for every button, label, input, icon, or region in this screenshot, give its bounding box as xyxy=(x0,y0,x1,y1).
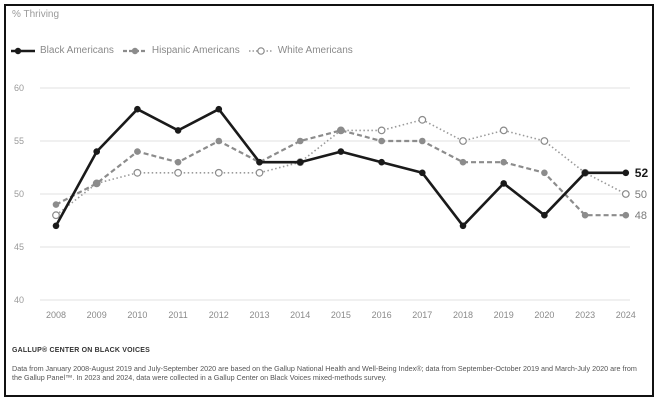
legend-label-white: White Americans xyxy=(277,45,353,56)
data-point xyxy=(337,148,345,155)
y-tick-label: 50 xyxy=(14,189,24,199)
data-point xyxy=(419,137,426,145)
data-point xyxy=(52,201,60,208)
legend-swatch-hispanic xyxy=(122,47,147,54)
data-point xyxy=(418,115,427,124)
data-point xyxy=(134,148,141,155)
y-tick-label: 40 xyxy=(14,295,24,305)
series-line-hispanic-americans xyxy=(55,129,626,217)
x-tick-label: 2024 xyxy=(616,310,636,320)
x-tick-label: 2020 xyxy=(534,310,554,320)
data-point xyxy=(378,158,385,166)
data-point xyxy=(52,222,60,230)
data-point xyxy=(378,137,385,145)
data-point xyxy=(419,169,426,177)
legend-item-white: White Americans xyxy=(248,45,353,56)
data-point xyxy=(174,127,182,134)
data-point xyxy=(52,211,60,220)
y-tick-label: 45 xyxy=(14,242,24,252)
chart-legend: Black Americans Hispanic Americans White… xyxy=(10,45,361,56)
data-point xyxy=(499,126,508,135)
data-point xyxy=(214,168,223,177)
x-tick-label: 2013 xyxy=(249,310,269,320)
data-point xyxy=(256,158,263,166)
data-point xyxy=(622,211,630,219)
end-value-label: 48 xyxy=(635,210,647,222)
data-point xyxy=(541,169,548,177)
y-tick-label: 55 xyxy=(14,136,24,146)
x-tick-label: 2019 xyxy=(494,310,514,320)
legend-label-hispanic: Hispanic Americans xyxy=(151,45,240,56)
data-point xyxy=(215,105,223,113)
legend-swatch-white xyxy=(248,46,273,55)
x-tick-label: 2011 xyxy=(168,310,187,320)
legend-item-hispanic: Hispanic Americans xyxy=(122,45,240,56)
data-point xyxy=(621,190,630,198)
data-point xyxy=(296,158,304,166)
x-tick-label: 2018 xyxy=(453,310,473,320)
data-point xyxy=(296,137,304,145)
data-point xyxy=(134,105,141,113)
x-tick-label: 2009 xyxy=(87,310,107,320)
data-point xyxy=(93,180,100,187)
source-brand: GALLUP® CENTER ON BLACK VOICES xyxy=(12,347,150,354)
data-point xyxy=(581,169,589,177)
data-point xyxy=(500,180,508,187)
end-value-label: 52 xyxy=(635,166,649,180)
data-point xyxy=(215,137,223,145)
data-point xyxy=(255,168,264,177)
data-point xyxy=(581,211,589,219)
chart-frame xyxy=(4,4,654,397)
x-tick-label: 2017 xyxy=(412,310,432,320)
data-point xyxy=(174,168,183,177)
data-point xyxy=(174,158,182,166)
y-axis-label: % Thriving xyxy=(12,9,60,20)
data-point xyxy=(541,211,548,219)
x-tick-label: 2023 xyxy=(575,310,595,320)
x-tick-label: 2016 xyxy=(372,310,392,320)
legend-swatch-black xyxy=(11,47,35,54)
end-value-label: 50 xyxy=(635,189,647,201)
legend-label-black: Black Americans xyxy=(40,45,114,56)
data-point xyxy=(133,168,142,177)
source-note: Data from January 2008-August 2019 and J… xyxy=(12,364,637,382)
data-point xyxy=(540,137,549,145)
series-line-white-americans xyxy=(55,119,627,216)
x-tick-label: 2008 xyxy=(46,310,66,320)
data-point xyxy=(93,148,100,155)
legend-item-black: Black Americans xyxy=(10,45,114,56)
x-tick-label: 2010 xyxy=(127,310,147,320)
y-tick-label: 60 xyxy=(14,83,24,93)
data-point xyxy=(459,158,467,166)
data-point xyxy=(459,222,467,230)
x-tick-label: 2014 xyxy=(290,310,310,320)
data-point xyxy=(459,137,467,145)
x-tick-label: 2012 xyxy=(209,310,229,320)
data-point xyxy=(377,126,386,135)
x-tick-label: 2015 xyxy=(331,310,351,320)
data-point xyxy=(622,169,630,177)
data-point xyxy=(500,158,508,166)
data-point xyxy=(337,127,345,134)
